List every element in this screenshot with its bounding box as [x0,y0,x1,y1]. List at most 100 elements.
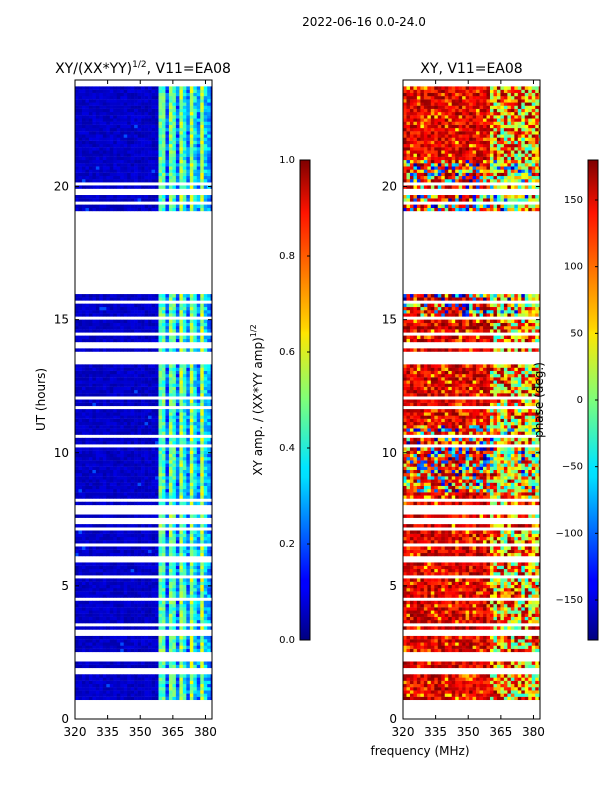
heatmap-cell [155,524,159,528]
heatmap-cell [120,393,125,397]
heatmap-cell [161,648,166,653]
heatmap-cell [99,421,104,426]
heatmap-cell [193,348,198,352]
heatmap-cell [161,198,166,202]
heatmap-cell [102,607,107,611]
heatmap-cell [182,565,187,570]
heatmap-cell [193,124,198,129]
heatmap-cell [141,373,145,378]
heatmap-cell [99,377,104,381]
heatmap-cell [109,661,114,665]
heatmap-cell [137,693,142,697]
heatmap-cell [99,169,104,173]
heatmap-cell [182,124,187,129]
heatmap-cell [109,610,114,614]
heatmap-cell [102,310,107,314]
heatmap-cell [85,677,90,681]
heatmap-cell [88,696,93,701]
heatmap-cell [123,594,128,598]
heatmap-cell [165,524,170,528]
heatmap-cell [144,313,149,317]
heatmap-cell [120,150,125,154]
heatmap-cell [144,140,149,145]
heatmap-cell [179,198,184,202]
heatmap-cell [168,150,173,154]
heatmap-cell [99,313,104,317]
heatmap-cell [99,297,104,301]
heatmap-cell [120,613,125,617]
heatmap-cell [207,581,211,586]
heatmap-cell [172,329,177,333]
heatmap-cell [78,683,83,688]
heatmap-cell [116,163,121,167]
heatmap-cell [130,581,135,586]
heatmap-cell [113,121,118,125]
heatmap-cell [158,457,163,461]
heatmap-cell [158,533,163,538]
heatmap-cell [141,485,145,490]
heatmap-cell [130,674,135,678]
heatmap-cell [200,616,205,621]
heatmap-cell [134,163,138,167]
heatmap-cell [165,610,170,614]
heatmap-cell [175,338,180,343]
heatmap-cell [120,373,125,378]
heatmap-cell [120,175,125,180]
heatmap-cell [88,150,93,154]
heatmap-cell [207,514,211,518]
heatmap-cell [179,185,184,189]
heatmap-cell [106,322,111,327]
heatmap-cell [85,645,90,649]
heatmap-cell [193,696,198,701]
heatmap-cell [148,348,152,352]
heatmap-cell [179,501,184,506]
heatmap-cell [130,399,135,403]
heatmap-cell [81,386,86,391]
heatmap-cell [78,102,83,106]
heatmap-cell [127,99,131,103]
heatmap-cell [85,409,90,413]
heatmap-cell [134,393,138,397]
heatmap-cell [81,319,86,324]
heatmap-cell [158,303,163,308]
heatmap-cell [155,153,159,157]
heatmap-cell [172,185,177,189]
heatmap-cell [75,102,79,106]
heatmap-cell [134,418,138,423]
heatmap-cell [141,329,145,333]
heatmap-cell [186,626,191,630]
heatmap-cell [116,131,121,135]
heatmap-cell [113,175,118,180]
heatmap-cell [102,313,107,317]
heatmap-cell [134,105,138,109]
heatmap-cell [186,364,191,368]
heatmap-cell [193,370,198,375]
heatmap-cell [179,549,184,554]
heatmap-cell [168,409,173,413]
heatmap-cell [137,437,142,442]
heatmap-cell [109,594,114,598]
heatmap-cell [78,626,83,630]
heatmap-cell [127,297,131,301]
heatmap-cell [116,479,121,483]
heatmap-cell [207,137,211,141]
heatmap-cell [88,674,93,678]
heatmap-cell [189,297,194,301]
heatmap-cell [75,613,79,617]
heatmap-cell [141,319,145,324]
heatmap-cell [141,409,145,413]
heatmap-cell [165,607,170,611]
heatmap-cell [120,639,125,643]
heatmap-cell [161,661,166,665]
heatmap-cell [137,664,142,669]
heatmap-cell [148,431,152,435]
heatmap-cell [88,616,93,621]
heatmap-cell [78,680,83,685]
heatmap-cell [200,105,205,109]
heatmap-cell [175,546,180,550]
heatmap-cell [172,552,177,557]
heatmap-cell [151,389,156,394]
heatmap-cell [78,533,83,538]
heatmap-cell [75,127,79,132]
heatmap-cell [207,207,211,212]
